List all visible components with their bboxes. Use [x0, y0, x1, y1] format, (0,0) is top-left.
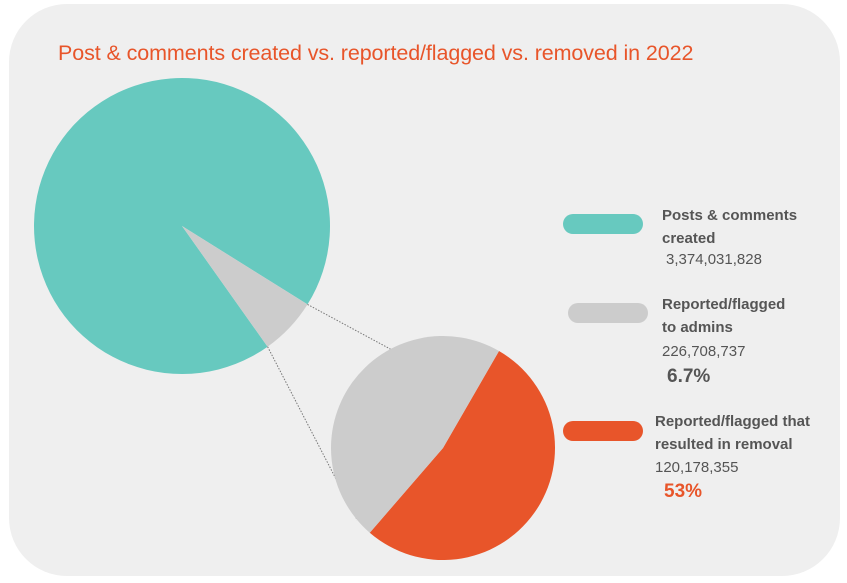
breakdown-pie: [330, 335, 555, 560]
legend-swatch-removed: [563, 421, 643, 441]
legend-label-created: Posts & comments created: [662, 204, 797, 250]
legend-label-line: created: [662, 230, 716, 247]
legend-value-reported: 226,708,737: [662, 343, 746, 360]
chart-title: Post & comments created vs. reported/fla…: [58, 41, 694, 65]
pie-slice-created: [33, 78, 330, 375]
legend-label-line: to admins: [662, 319, 733, 336]
pie-slice-reported: [182, 226, 308, 347]
legend-label-reported: Reported/flagged to admins: [662, 293, 785, 339]
pie-slice-removed: [369, 351, 555, 560]
legend-value-removed: 120,178,355: [655, 459, 739, 476]
legend-label-line: resulted in removal: [655, 436, 793, 453]
pie-slice-not-removed: [330, 335, 499, 533]
legend-label-line: Reported/flagged: [662, 296, 786, 313]
legend-value-created: 3,374,031,828: [666, 251, 762, 268]
legend-pct-removed: 53%: [664, 481, 703, 502]
legend-label-removed: Reported/flagged that resulted in remova…: [655, 410, 810, 456]
legend-pct-reported: 6.7%: [667, 366, 711, 387]
legend-label-line: Reported/flagged that: [655, 413, 811, 430]
legend-label-line: Posts & comments: [662, 207, 798, 224]
main-pie: [33, 78, 330, 375]
connector-line-upper: [307, 303, 391, 350]
legend-swatch-created: [563, 214, 643, 234]
legend-swatch-reported: [568, 303, 648, 323]
